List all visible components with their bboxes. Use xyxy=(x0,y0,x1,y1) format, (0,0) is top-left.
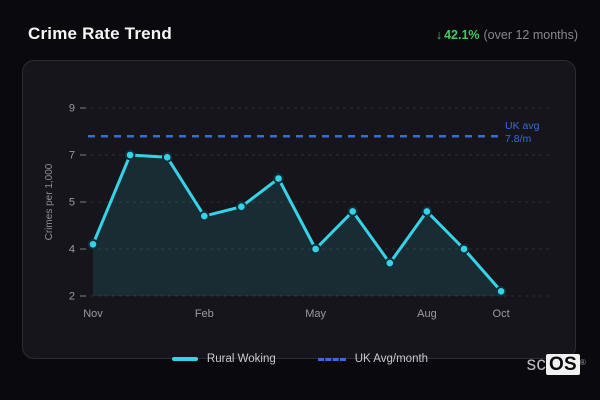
solid-line-swatch-icon xyxy=(171,357,198,361)
chart-panel: 9 7 5 4 2 Crimes per 1,000 UK avg 7.8/m Nov Feb Ma… xyxy=(22,60,576,359)
y-tick-label: 7 xyxy=(69,150,75,162)
trend-value: 42.1% xyxy=(444,28,480,42)
dashed-line-swatch-icon xyxy=(317,357,346,361)
uk-avg-label: UK avg xyxy=(505,120,540,132)
data-point-marker[interactable] xyxy=(199,210,210,222)
x-tick-label: Feb xyxy=(195,308,214,320)
y-tick-label: 4 xyxy=(69,244,75,256)
legend-label: Rural Woking xyxy=(206,353,276,365)
data-point-marker[interactable] xyxy=(310,243,321,255)
trend-badge: ↓ 42.1% (over 12 months) xyxy=(436,28,578,42)
chart-legend: Rural Woking UK Avg/month xyxy=(0,353,600,365)
logo-box: OS xyxy=(546,354,580,375)
scos-logo: sc OS ® xyxy=(527,352,586,378)
series-area-fill xyxy=(93,155,502,296)
registered-mark-icon: ® xyxy=(579,358,586,367)
legend-label: UK Avg/month xyxy=(354,353,429,365)
data-point-marker[interactable] xyxy=(161,152,173,163)
uk-avg-value-label: 7.8/m xyxy=(505,133,532,145)
data-point-marker[interactable] xyxy=(124,149,136,161)
arrow-down-icon: ↓ xyxy=(435,28,443,42)
series-line xyxy=(91,153,503,293)
x-tick-label: Aug xyxy=(417,308,437,320)
data-point-marker[interactable] xyxy=(347,206,359,217)
x-tick-label: Nov xyxy=(83,308,103,320)
y-tick-label: 5 xyxy=(69,197,75,209)
data-point-marker[interactable] xyxy=(87,239,99,250)
legend-item-uk-avg[interactable]: UK Avg/month xyxy=(317,353,429,365)
data-point-marker[interactable] xyxy=(421,206,433,217)
page-title: Crime Rate Trend xyxy=(28,24,172,43)
x-tick-label: Oct xyxy=(493,308,510,320)
logo-prefix: sc xyxy=(526,354,547,375)
data-point-marker[interactable] xyxy=(273,173,284,184)
data-point-marker[interactable] xyxy=(495,286,507,297)
data-point-marker[interactable] xyxy=(384,257,396,269)
y-tick-label: 2 xyxy=(69,291,75,303)
data-point-marker[interactable] xyxy=(236,201,247,212)
legend-item-rural-woking[interactable]: Rural Woking xyxy=(171,353,276,365)
y-tick-label: 9 xyxy=(69,103,75,115)
trend-caption: (over 12 months) xyxy=(483,28,578,42)
x-tick-label: May xyxy=(305,308,326,320)
y-axis-title: Crimes per 1,000 xyxy=(44,163,55,240)
data-point-marker[interactable] xyxy=(458,243,470,255)
header: Crime Rate Trend ↓ 42.1% (over 12 months) xyxy=(28,24,578,44)
